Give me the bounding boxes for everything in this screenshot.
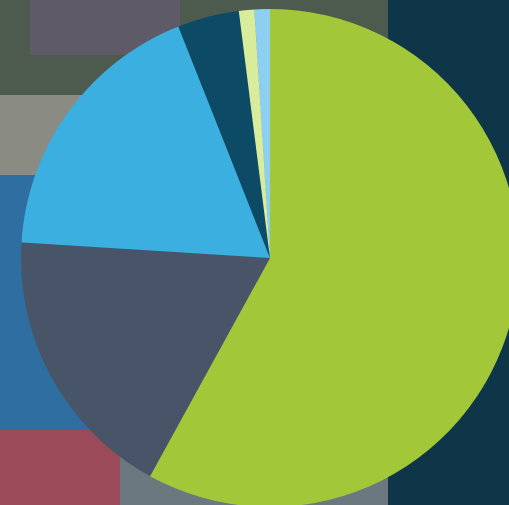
pie-slice xyxy=(21,26,270,258)
pie xyxy=(21,9,509,505)
pie-slice xyxy=(254,9,270,258)
pie-slice xyxy=(178,10,270,258)
pie-slice xyxy=(238,9,270,258)
pie-slice xyxy=(150,9,509,505)
pie-slice xyxy=(21,242,271,477)
